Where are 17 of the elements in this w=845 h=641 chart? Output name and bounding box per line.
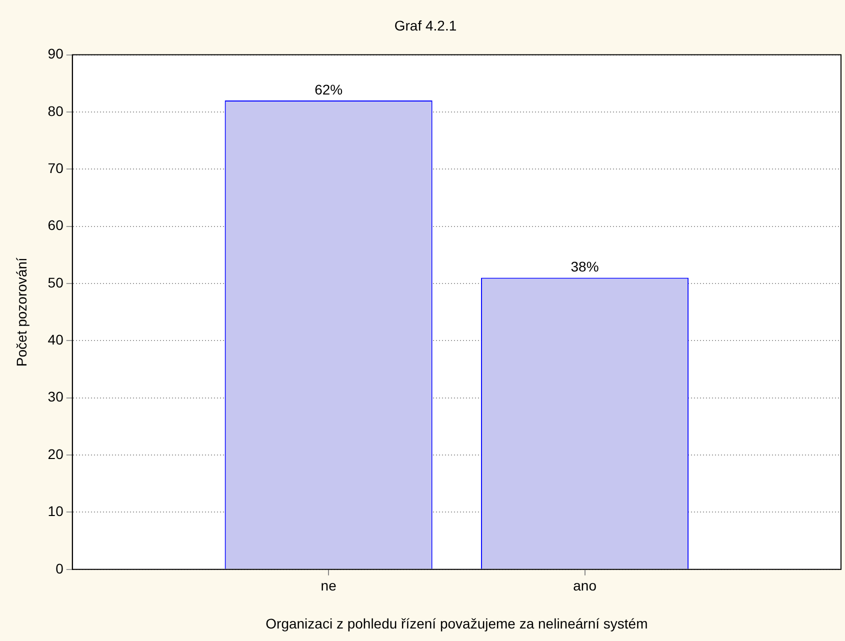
x-tick-label: ne (320, 578, 337, 594)
y-tick-label: 0 (56, 560, 64, 576)
y-tick-label: 90 (48, 46, 64, 62)
y-tick-label: 40 (48, 332, 64, 348)
y-tick-label: 60 (48, 217, 64, 234)
y-tick-label: 10 (48, 503, 64, 520)
y-tick-label: 80 (48, 102, 64, 119)
y-tick-label: 20 (48, 446, 64, 462)
annotation: 62% (314, 81, 343, 98)
y-tick-label: 30 (48, 388, 64, 405)
chart-title: Graf 4.2.1 (394, 17, 457, 34)
annotation: 38% (570, 258, 599, 275)
y-tick-label: 70 (48, 160, 64, 176)
y-tick-label: 50 (48, 274, 64, 290)
x-tick-label: ano (573, 578, 597, 594)
y-axis-title: Počet pozorování (13, 258, 30, 367)
x-axis-title: Organizaci z pohledu řízení považujeme za nelineární systém (266, 615, 648, 632)
